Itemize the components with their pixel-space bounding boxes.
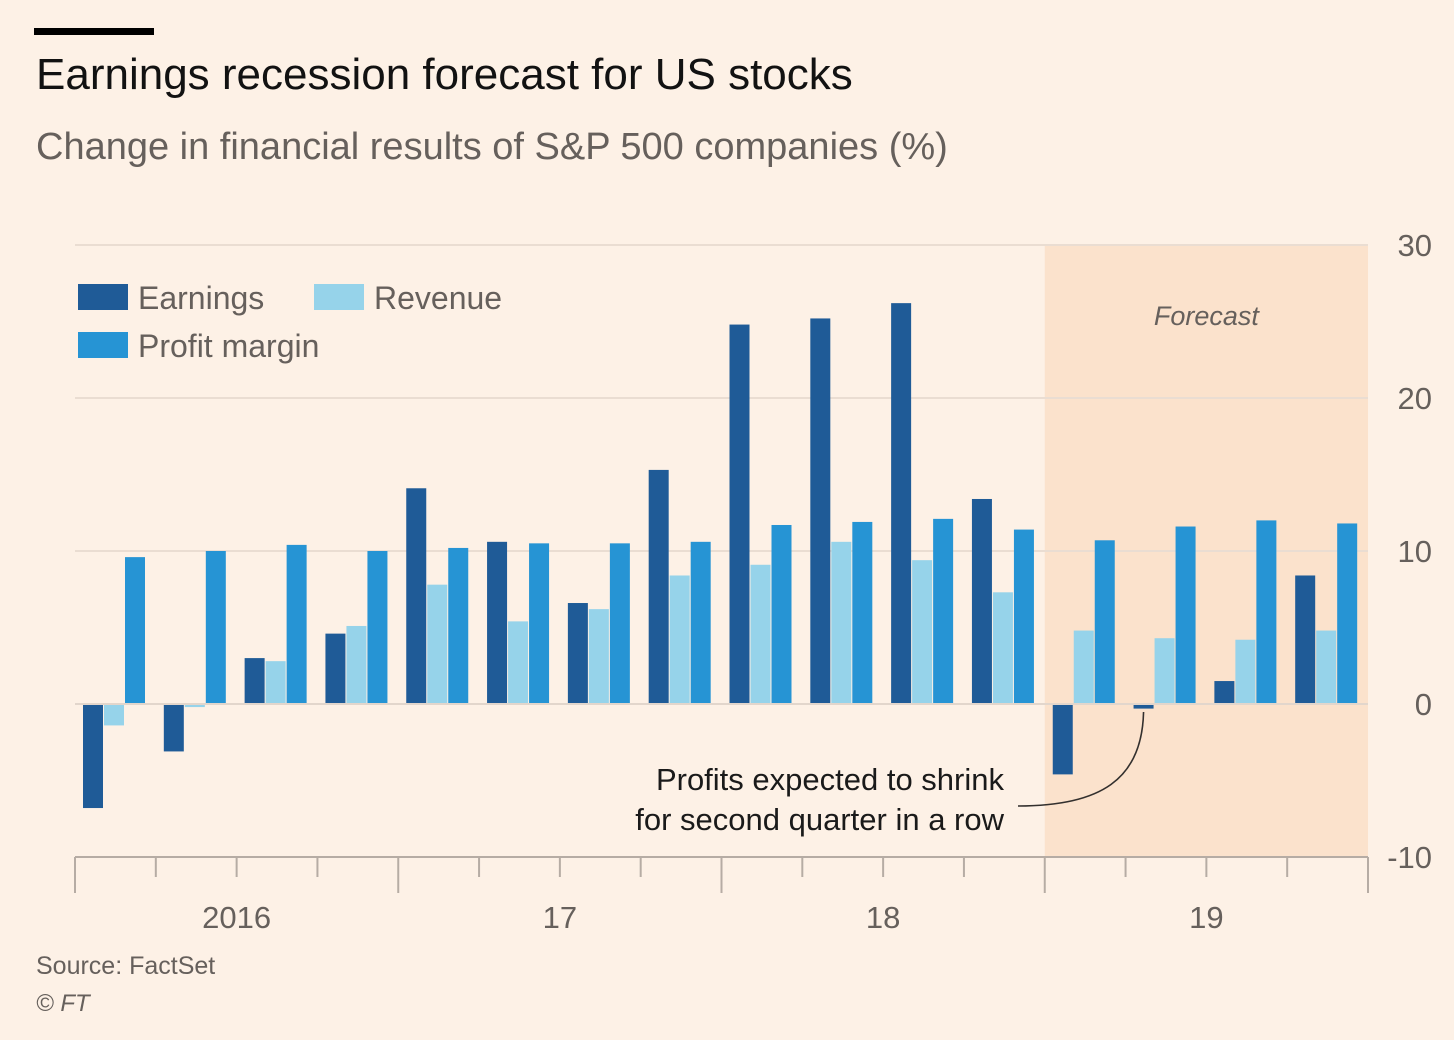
x-tick-label: 18 <box>866 900 900 935</box>
annotation-leader-line <box>1017 711 1145 807</box>
annotation-text: Profits expected to shrink <box>656 762 1005 797</box>
bar-earnings <box>83 704 103 809</box>
bar-profit-margin <box>933 518 954 704</box>
bar-revenue <box>750 564 771 704</box>
bar-earnings <box>163 704 184 752</box>
bar-revenue <box>1235 639 1256 704</box>
bar-profit-margin <box>609 543 630 704</box>
bar-profit-margin <box>286 544 307 704</box>
bar-profit-margin <box>771 524 792 704</box>
legend-swatch <box>314 284 364 310</box>
y-tick-label: 30 <box>1398 228 1432 263</box>
bar-earnings <box>1214 681 1235 704</box>
bar-profit-margin <box>205 551 226 704</box>
legend-label: Profit margin <box>138 328 319 364</box>
bar-revenue <box>508 621 529 704</box>
forecast-label: Forecast <box>1154 301 1261 331</box>
bar-earnings <box>567 603 588 704</box>
bar-revenue <box>265 661 286 704</box>
bar-earnings <box>1133 704 1154 709</box>
top-rule <box>34 28 154 35</box>
bar-earnings <box>1295 575 1316 704</box>
bar-earnings <box>487 541 508 704</box>
bar-revenue <box>831 541 852 704</box>
bar-profit-margin <box>1256 520 1277 704</box>
bar-revenue <box>1316 630 1337 704</box>
chart-title: Earnings recession forecast for US stock… <box>36 50 853 99</box>
annotation-text: for second quarter in a row <box>635 802 1004 837</box>
bar-earnings <box>810 318 831 704</box>
x-tick-label: 17 <box>543 900 577 935</box>
bar-revenue <box>992 592 1013 704</box>
bar-earnings <box>891 303 912 704</box>
bar-revenue <box>1073 630 1094 704</box>
source-note: Source: FactSet <box>36 952 216 980</box>
bar-revenue <box>427 584 448 704</box>
bar-revenue <box>669 575 690 704</box>
copyright-note: © FT <box>36 990 90 1017</box>
x-tick-label: 2016 <box>202 900 271 935</box>
bar-profit-margin <box>852 521 873 704</box>
bar-earnings <box>971 498 992 704</box>
chart-subtitle: Change in financial results of S&P 500 c… <box>36 126 948 168</box>
legend-label: Revenue <box>374 280 502 316</box>
legend-swatch <box>78 284 128 310</box>
bar-profit-margin <box>1175 526 1196 704</box>
bar-profit-margin <box>448 547 469 704</box>
bar-earnings <box>1052 704 1073 775</box>
y-tick-label: 10 <box>1398 534 1432 569</box>
bar-revenue <box>104 704 124 726</box>
bar-revenue <box>1154 638 1175 704</box>
bar-earnings <box>729 324 750 704</box>
bar-profit-margin <box>690 541 711 704</box>
y-tick-label: 20 <box>1398 381 1432 416</box>
bar-revenue <box>912 560 933 704</box>
bar-revenue <box>346 625 367 704</box>
bar-earnings <box>325 633 346 704</box>
x-tick-label: 19 <box>1189 900 1223 935</box>
bar-revenue <box>184 704 205 708</box>
y-tick-label: 0 <box>1415 687 1432 722</box>
bar-revenue <box>588 609 609 704</box>
bar-profit-margin <box>1013 529 1034 704</box>
bar-earnings <box>648 469 669 704</box>
legend-swatch <box>78 332 128 358</box>
legend-label: Earnings <box>138 280 264 316</box>
bar-earnings <box>406 488 427 704</box>
bar-profit-margin <box>367 551 388 704</box>
bar-profit-margin <box>125 557 145 704</box>
bar-earnings <box>244 658 265 704</box>
bar-profit-margin <box>1337 523 1358 704</box>
bar-profit-margin <box>1094 540 1115 704</box>
y-tick-label: -10 <box>1387 840 1432 875</box>
bar-profit-margin <box>529 543 550 704</box>
